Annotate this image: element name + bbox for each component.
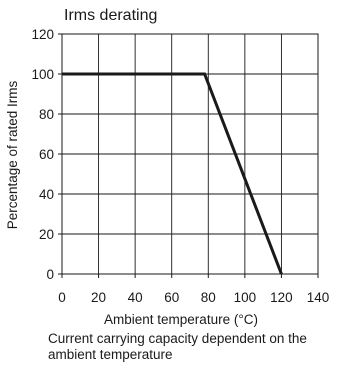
y-tick-label: 100 xyxy=(31,67,54,82)
x-tick-label: 40 xyxy=(128,290,143,305)
y-tick-label: 60 xyxy=(39,147,54,162)
y-tick-label: 120 xyxy=(31,27,54,42)
y-tick-label: 0 xyxy=(46,267,54,282)
x-tick-label: 80 xyxy=(201,290,216,305)
x-tick-label: 140 xyxy=(307,290,330,305)
chart-caption: Current carrying capacity dependent on t… xyxy=(48,331,307,362)
x-tick-label: 100 xyxy=(234,290,257,305)
x-tick-label: 120 xyxy=(270,290,293,305)
y-tick-label: 20 xyxy=(39,227,54,242)
y-tick-label: 40 xyxy=(39,187,54,202)
chart-title: Irms derating xyxy=(64,7,158,24)
y-tick-label: 80 xyxy=(39,107,54,122)
plot-area: 0 20 40 60 80 100 120 140 0 20 40 60 80 100 120 Ambien… xyxy=(5,27,330,327)
x-tick-label: 0 xyxy=(58,290,66,305)
y-axis-label: Percentage of rated Irms xyxy=(5,80,20,229)
x-tick-label: 60 xyxy=(164,290,179,305)
x-axis-label: Ambient temperature (°C) xyxy=(104,312,258,327)
x-tick-label: 20 xyxy=(91,290,106,305)
